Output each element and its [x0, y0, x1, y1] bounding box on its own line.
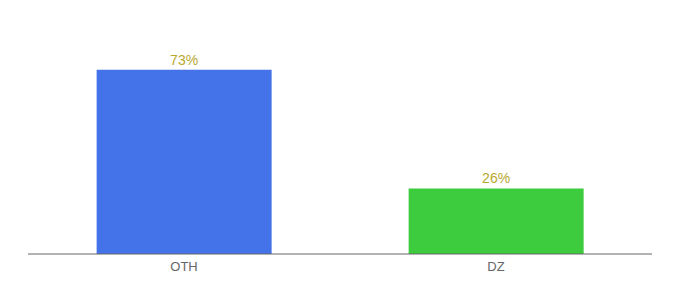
svg-text:26%: 26% — [482, 170, 510, 186]
svg-text:73%: 73% — [170, 52, 198, 68]
svg-text:OTH: OTH — [170, 259, 197, 274]
svg-text:DZ: DZ — [487, 259, 504, 274]
